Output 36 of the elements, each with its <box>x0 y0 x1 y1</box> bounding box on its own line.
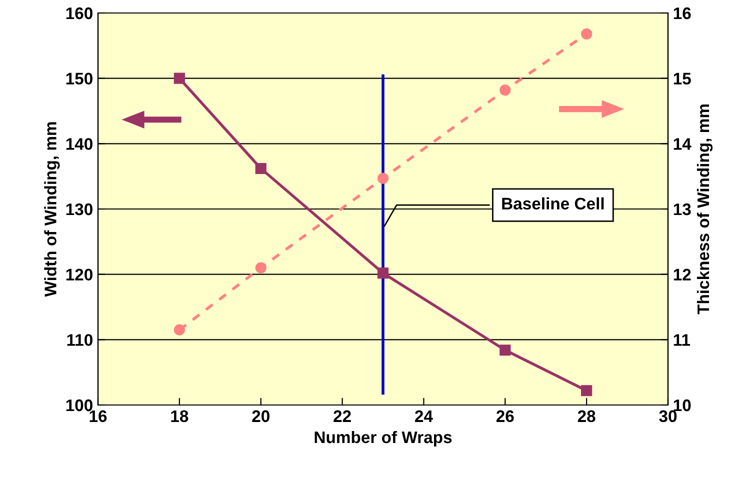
y2-tick-label: 10 <box>674 399 691 412</box>
y-tick-label: 130 <box>66 203 92 216</box>
y2-tick-label: 14 <box>674 138 692 150</box>
x-tick-label: 28 <box>578 410 596 422</box>
point <box>500 84 511 96</box>
point <box>377 172 389 184</box>
y-tick-label: 100 <box>66 399 92 412</box>
y-axis-title: Width of Winding, mm <box>44 122 60 297</box>
y2-tick-label: 15 <box>674 72 691 85</box>
point <box>377 267 389 279</box>
y-tick-label: 120 <box>66 268 92 281</box>
ref-line-label: Baseline Cell <box>502 197 604 210</box>
y-tick-label: 160 <box>66 7 92 20</box>
x-tick-label: 26 <box>496 410 514 422</box>
y-tick-label: 110 <box>67 334 92 346</box>
point <box>581 28 592 40</box>
x-tick-label: 18 <box>171 410 188 422</box>
point <box>500 344 511 356</box>
x-tick-label: 30 <box>659 410 677 422</box>
x-axis-title: Number of Wraps <box>314 430 452 446</box>
point <box>174 324 185 336</box>
x-tick-label: 22 <box>334 410 351 422</box>
y2-tick-label: 13 <box>674 203 691 216</box>
point <box>581 385 592 396</box>
y2-tick-label: 16 <box>674 7 691 20</box>
point <box>255 162 266 174</box>
x-tick-label: 24 <box>415 410 433 422</box>
y-tick-label: 150 <box>66 72 92 85</box>
y-tick-label: 140 <box>66 138 92 150</box>
x-tick-label: 20 <box>252 410 270 422</box>
y2-axis-title: Thickness of Winding, mm <box>696 104 713 314</box>
point <box>174 72 185 84</box>
y2-tick-label: 12 <box>674 268 691 280</box>
y2-tick-label: 11 <box>674 334 690 346</box>
x-tick-label: 16 <box>90 410 107 422</box>
point <box>255 262 266 274</box>
